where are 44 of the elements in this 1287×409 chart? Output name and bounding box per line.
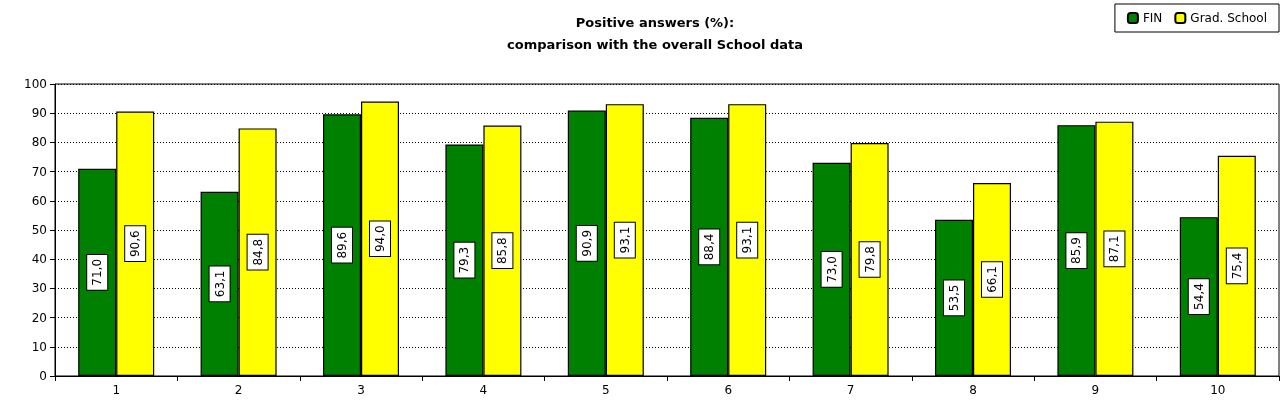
data-label: 85,8 (495, 237, 510, 265)
x-tick-label: 5 (601, 383, 610, 397)
x-tick-label: 4 (479, 383, 488, 397)
legend-label: FIN (1142, 11, 1163, 25)
y-tick-label: 30 (31, 281, 47, 296)
x-tick-label: 9 (1091, 383, 1100, 397)
data-label: 71,0 (90, 258, 105, 286)
data-label: 93,1 (740, 226, 755, 254)
x-tick-label: 8 (969, 383, 977, 397)
x-tick-label: 2 (234, 383, 243, 397)
data-label: 79,8 (862, 246, 877, 273)
y-tick-label: 100 (24, 77, 47, 91)
data-label: 53,5 (947, 284, 961, 312)
y-tick-label: 40 (31, 252, 47, 267)
legend-label: Grad. School (1190, 11, 1267, 25)
data-label: 90,9 (579, 229, 594, 257)
data-label: 93,1 (617, 226, 632, 254)
y-tick-label: 0 (39, 369, 47, 383)
data-label: 89,6 (335, 231, 349, 259)
data-label: 85,9 (1069, 237, 1084, 264)
data-label: 88,4 (702, 233, 717, 261)
y-tick-label: 50 (31, 223, 47, 237)
data-label: 66,1 (985, 266, 999, 293)
data-label: 79,3 (457, 246, 472, 274)
data-label: 87,1 (1107, 235, 1122, 263)
data-label: 94,0 (373, 225, 387, 253)
x-tick-label: 6 (724, 383, 733, 397)
x-tick-label: 1 (112, 383, 121, 397)
x-tick-label: 10 (1210, 383, 1226, 397)
data-label: 90,6 (128, 230, 143, 258)
y-tick-label: 70 (31, 164, 47, 179)
y-tick-label: 80 (31, 135, 47, 150)
x-tick-label: 7 (846, 383, 855, 397)
data-label: 84,8 (250, 238, 265, 266)
x-tick-label: 3 (357, 383, 365, 397)
data-label: 54,4 (1191, 283, 1206, 310)
y-tick-label: 20 (31, 310, 47, 325)
data-label: 63,1 (212, 270, 227, 298)
y-tick-label: 60 (31, 193, 47, 208)
data-label: 73,0 (824, 256, 839, 283)
data-label: 75,4 (1229, 252, 1244, 280)
y-tick-label: 10 (31, 339, 47, 354)
y-tick-label: 90 (31, 106, 47, 121)
chart-title: Positive answers (%): comparison with the overall School data (507, 14, 803, 52)
